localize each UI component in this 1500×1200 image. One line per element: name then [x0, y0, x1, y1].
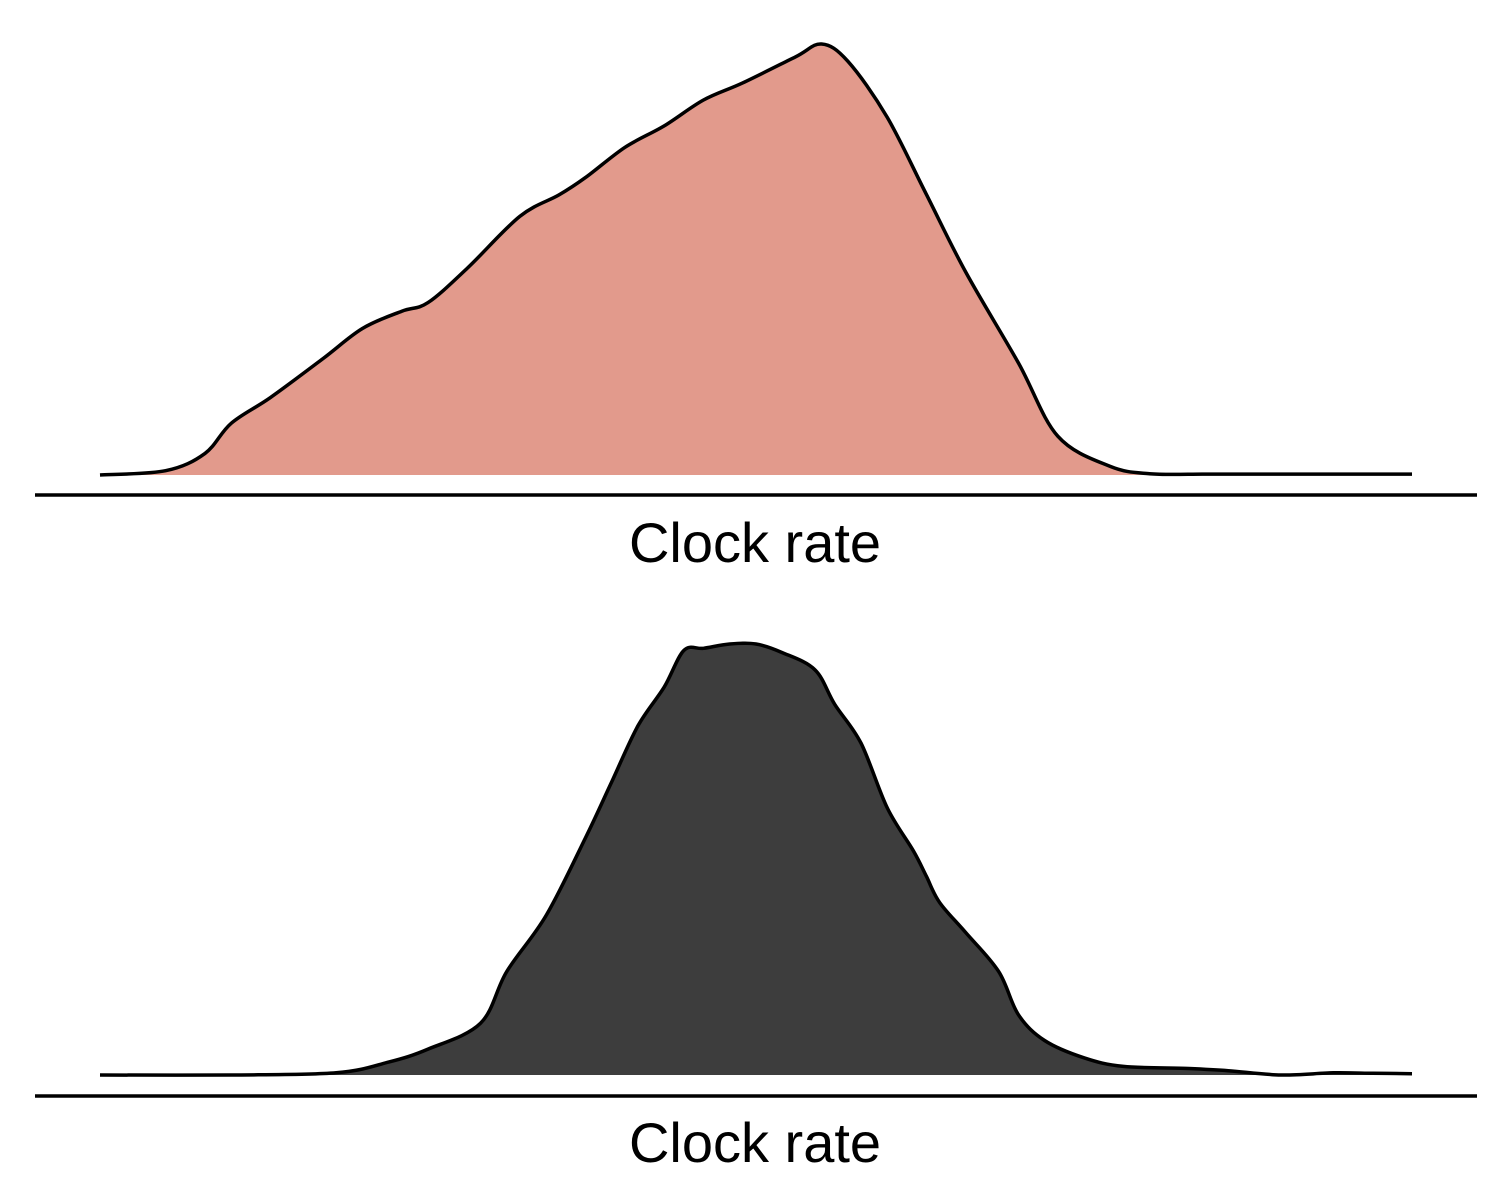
density-area-top	[100, 43, 1412, 475]
density-area-bottom	[100, 643, 1412, 1076]
density-curve-top	[99, 42, 1412, 477]
density-panel-top: Clock rate	[35, 42, 1477, 574]
x-axis-label-top: Clock rate	[629, 511, 881, 574]
density-panel-bottom: Clock rate	[35, 641, 1477, 1174]
x-axis-label-bottom: Clock rate	[629, 1111, 881, 1174]
density-curve-bottom	[99, 641, 1413, 1077]
